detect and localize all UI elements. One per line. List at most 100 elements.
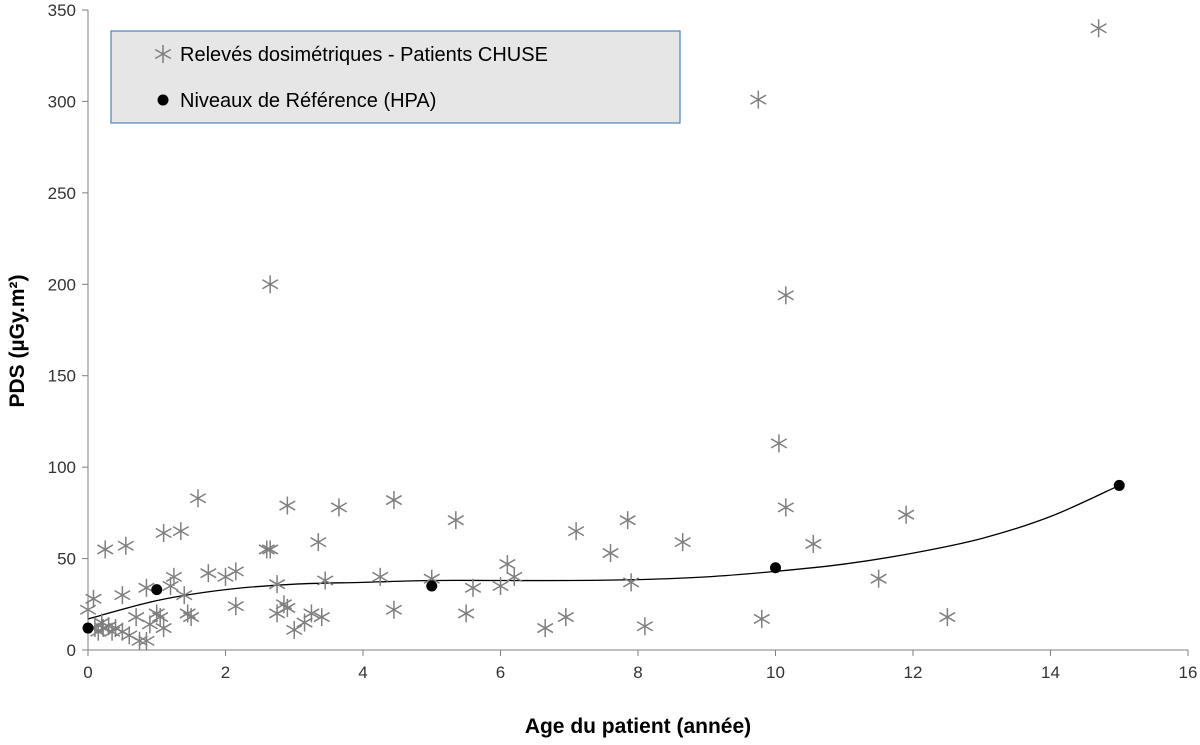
data-point-releve xyxy=(499,555,516,574)
data-point-releve xyxy=(1090,19,1107,38)
data-point-releve xyxy=(227,597,244,616)
data-point-releve xyxy=(162,577,179,595)
x-axis-title: Age du patient (année) xyxy=(525,715,751,738)
data-point-releve xyxy=(750,90,767,109)
data-point-releve xyxy=(131,631,148,650)
y-tick-label: 200 xyxy=(48,275,76,294)
data-point-releve xyxy=(317,571,334,590)
y-tick-label: 100 xyxy=(48,458,76,477)
data-point-releve xyxy=(152,608,169,627)
data-point-releve xyxy=(313,608,330,627)
x-tick-label: 2 xyxy=(221,663,230,682)
data-point-releve xyxy=(777,286,794,305)
data-point-releve xyxy=(385,600,403,619)
x-tick-label: 4 xyxy=(358,663,367,682)
data-point-releve xyxy=(155,619,172,638)
data-point-releve xyxy=(97,540,114,559)
data-point-releve xyxy=(777,498,794,517)
data-point-releve xyxy=(121,626,138,645)
x-tick-label: 14 xyxy=(1041,663,1060,682)
data-points xyxy=(79,19,1125,650)
data-point-releve xyxy=(138,631,155,650)
data-point-releve xyxy=(619,511,636,530)
data-point-releve xyxy=(492,577,509,595)
legend-asterisk-mark xyxy=(154,45,172,63)
x-tick-label: 10 xyxy=(766,663,785,682)
data-point-releve xyxy=(200,564,217,583)
y-axis-title: PDS (µGy.m²) xyxy=(6,274,29,407)
y-tick-label: 350 xyxy=(48,1,76,20)
data-point-releve xyxy=(165,567,183,586)
data-point-releve xyxy=(557,608,574,627)
y-tick-label: 300 xyxy=(48,92,76,111)
data-point-releve xyxy=(753,609,770,628)
data-point-releve xyxy=(182,608,200,627)
data-point-releve xyxy=(127,608,145,627)
data-point-releve xyxy=(155,523,172,542)
data-point-releve xyxy=(268,575,286,594)
data-point-releve xyxy=(286,620,303,639)
data-point-releve xyxy=(258,540,275,559)
data-point-releve xyxy=(447,511,464,530)
data-point-releve xyxy=(172,522,189,541)
y-tick-label: 50 xyxy=(57,550,76,569)
legend-label-releves: Relevés dosimétriques - Patients CHUSE xyxy=(180,44,548,66)
data-point-releve xyxy=(279,598,296,617)
data-point-releve xyxy=(296,613,313,632)
data-point-releve xyxy=(385,491,403,510)
y-tick-label: 150 xyxy=(48,367,76,386)
data-point-releve xyxy=(262,540,279,559)
data-point-niveau xyxy=(82,622,94,634)
data-point-releve xyxy=(330,498,348,517)
y-tick-label: 250 xyxy=(48,184,76,203)
data-point-releve xyxy=(189,489,207,508)
data-point-releve xyxy=(674,533,691,552)
data-point-releve xyxy=(457,604,475,623)
data-point-releve xyxy=(870,569,887,588)
legend-box xyxy=(110,30,681,124)
data-point-releve xyxy=(268,604,286,623)
x-tick-label: 12 xyxy=(904,663,923,682)
data-point-releve xyxy=(217,567,234,586)
data-point-releve xyxy=(279,496,296,515)
data-point-releve xyxy=(85,589,102,608)
x-tick-label: 8 xyxy=(633,663,642,682)
data-point-niveau xyxy=(770,562,781,574)
legend-asterisk-icon xyxy=(154,45,172,63)
x-tick-label: 0 xyxy=(83,663,92,682)
trendline xyxy=(87,484,1120,620)
data-point-releve xyxy=(622,573,640,592)
x-tick-label: 6 xyxy=(496,663,505,682)
data-point-releve xyxy=(262,275,279,294)
legend: Relevés dosimétriques - Patients CHUSE N… xyxy=(110,30,681,124)
data-point-niveau xyxy=(151,584,163,596)
data-point-releve xyxy=(770,434,788,453)
data-point-releve xyxy=(636,617,654,636)
legend-label-niveaux: Niveaux de Référence (HPA) xyxy=(180,90,436,112)
data-point-releve xyxy=(464,578,482,597)
data-point-releve xyxy=(176,586,193,605)
y-tick-label: 0 xyxy=(67,641,76,660)
data-point-releve xyxy=(567,522,585,541)
data-point-releve xyxy=(227,562,244,581)
data-point-releve xyxy=(506,567,523,586)
data-point-releve xyxy=(303,604,320,623)
data-point-releve xyxy=(310,533,327,552)
data-point-niveau xyxy=(426,580,438,592)
axes: 0 50 100 150 200 250 300 350 0 2 4 6 8 10 12 14 16 xyxy=(48,1,1198,682)
x-tick-label: 16 xyxy=(1179,663,1198,682)
data-point-releve xyxy=(117,536,134,555)
data-point-niveau xyxy=(1113,479,1125,491)
data-point-releve xyxy=(939,608,956,627)
data-point-releve xyxy=(114,586,131,605)
data-point-releve xyxy=(141,615,159,634)
legend-dot-icon xyxy=(157,94,169,106)
data-point-releve xyxy=(805,534,822,553)
data-point-releve xyxy=(602,544,619,563)
data-point-releve xyxy=(897,505,915,524)
data-point-releve xyxy=(537,619,554,638)
trendline-layer xyxy=(87,484,1120,620)
data-point-releve xyxy=(372,567,389,586)
